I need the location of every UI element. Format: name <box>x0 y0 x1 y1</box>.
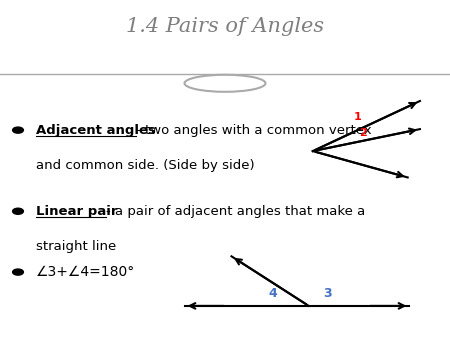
Text: 3: 3 <box>323 287 331 300</box>
Text: straight line: straight line <box>36 240 116 253</box>
Text: Adjacent angles: Adjacent angles <box>36 124 156 137</box>
Circle shape <box>13 127 23 133</box>
Text: - two angles with a common vertex: - two angles with a common vertex <box>136 124 372 137</box>
Text: 2: 2 <box>359 128 366 138</box>
Text: Linear pair: Linear pair <box>36 205 117 218</box>
Text: and common side. (Side by side): and common side. (Side by side) <box>36 159 255 172</box>
Circle shape <box>13 269 23 275</box>
Circle shape <box>13 208 23 214</box>
Text: - a pair of adjacent angles that make a: - a pair of adjacent angles that make a <box>106 205 365 218</box>
Text: 1: 1 <box>354 112 362 122</box>
Text: 1.4 Pairs of Angles: 1.4 Pairs of Angles <box>126 17 324 36</box>
Text: ∠3+∠4=180°: ∠3+∠4=180° <box>36 265 135 279</box>
Text: 4: 4 <box>269 287 278 300</box>
